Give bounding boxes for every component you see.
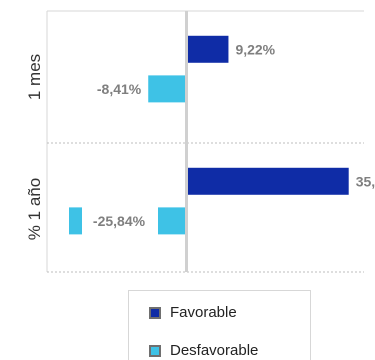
legend: Favorable Desfavorable [128, 290, 311, 360]
data-label-favorable-1-a-o: 35,65% [356, 173, 375, 189]
legend-item-favorable: Favorable [149, 304, 237, 321]
category-label-1-mes: 1 mes [25, 54, 44, 100]
data-label-desfavorable-1-a-o: -25,84% [93, 213, 146, 229]
bar-favorable-1-a-o [186, 167, 349, 195]
bar-desfavorable-1-a-o-end [69, 207, 82, 235]
legend-swatch-favorable [149, 306, 161, 319]
legend-swatch-desfavorable [149, 344, 161, 357]
legend-item-desfavorable: Desfavorable [149, 342, 258, 359]
bar-desfavorable-1-a-o [158, 207, 187, 235]
zero-line [185, 11, 188, 272]
bar-chart: 1 mes 9,22% -8,41% % 1 año 35,65% -25,84% [25, 10, 375, 273]
bar-desfavorable-1-mes [148, 75, 187, 103]
bar-favorable-1-mes [186, 35, 229, 63]
category-label-1-a-o: % 1 año [25, 178, 44, 240]
legend-label-desfavorable: Desfavorable [170, 342, 259, 359]
data-label-desfavorable-1-mes: -8,41% [97, 81, 142, 97]
data-label-favorable-1-mes: 9,22% [235, 41, 275, 57]
legend-label-favorable: Favorable [170, 304, 237, 321]
